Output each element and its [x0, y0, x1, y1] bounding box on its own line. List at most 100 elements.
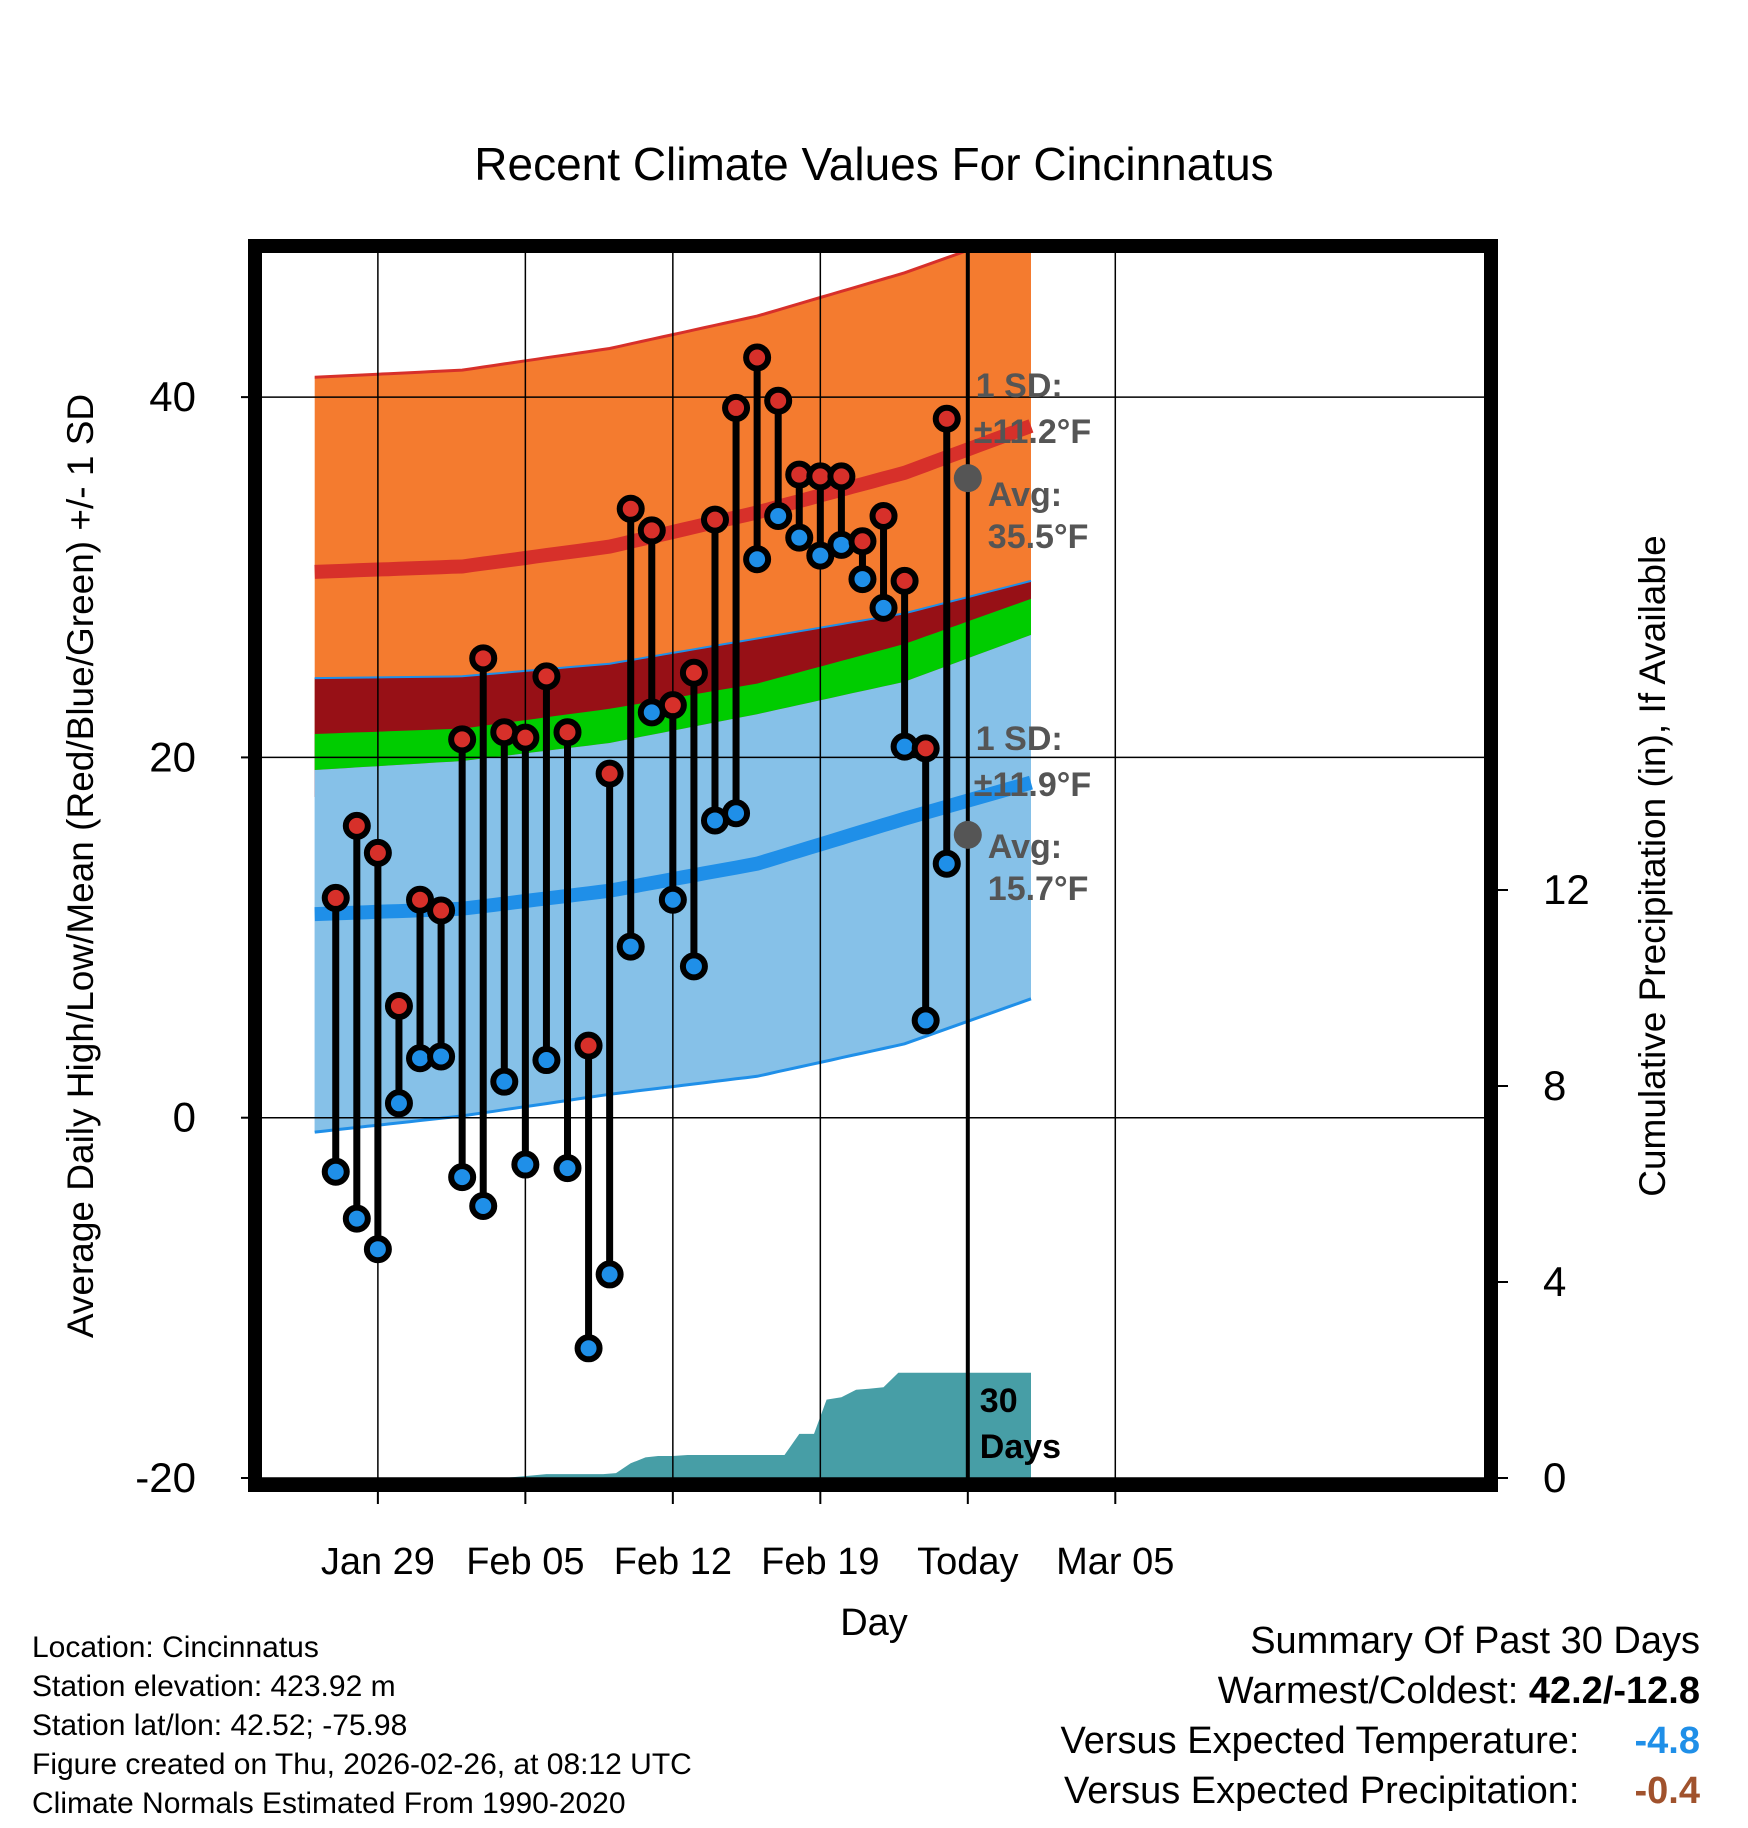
high-point [827, 462, 856, 491]
high-point [700, 505, 729, 534]
low-avg-marker [953, 820, 982, 849]
low-point [574, 1334, 603, 1363]
high-point [911, 734, 940, 763]
x-tick-label: Jan 29 [321, 1541, 435, 1583]
warm-cold-label: Warmest/Coldest: [1217, 1670, 1519, 1712]
window-days-label: Days [980, 1428, 1061, 1466]
low-point [511, 1150, 540, 1179]
x-tick-label: Feb 19 [761, 1541, 879, 1583]
high-point [616, 494, 645, 523]
y2-axis-label: Cumulative Precipitation (in), If Availa… [1632, 535, 1673, 1197]
temp-label: Versus Expected Temperature: [1060, 1720, 1580, 1762]
axes: -20 0 20 40 0 4 8 12 Jan 29 Feb 05 Feb 12 Feb 19 Tod… [135, 373, 1589, 1583]
high-point [932, 404, 961, 433]
summary-panel: Summary Of Past 30 Days Warmest/Coldest:… [900, 1620, 1700, 1820]
low-point [679, 952, 708, 981]
high-point [743, 343, 772, 372]
info-location: Location: Cincinnatus [32, 1631, 319, 1664]
high-point [574, 1031, 603, 1060]
plot-frame [248, 239, 1498, 1492]
y-axis-label: Average Daily High/Low/Mean (Red/Blue/Gr… [60, 394, 101, 1338]
low-sd-label: 1 SD: [976, 720, 1063, 758]
low-sd-value: ±11.9°F [974, 766, 1091, 804]
high-point [764, 386, 793, 415]
warm-cold-value: 42.2/-12.8 [1528, 1670, 1700, 1712]
summary-temp: Versus Expected Temperature: -4.8 [1061, 1720, 1700, 1763]
high-point [321, 883, 350, 912]
high-point [427, 896, 456, 925]
summary-precip: Versus Expected Precipitation: -0.4 [1064, 1770, 1700, 1813]
high-point [637, 516, 666, 545]
temp-value: -4.8 [1634, 1720, 1700, 1762]
low-avg-value: 15.7°F [988, 870, 1089, 908]
high-point [363, 838, 392, 867]
high-point [679, 658, 708, 687]
y2-tick-label: 0 [1543, 1454, 1566, 1501]
info-elevation: Station elevation: 423.92 m [32, 1670, 396, 1703]
y-tick-label: 0 [173, 1094, 196, 1141]
summary-title: Summary Of Past 30 Days [1250, 1620, 1700, 1662]
precip-value: -0.4 [1634, 1770, 1700, 1812]
high-point [469, 644, 498, 673]
precip-area [314, 1372, 1031, 1478]
high-sd-label: 1 SD: [976, 367, 1063, 405]
info-latlon: Station lat/lon: 42.52; -75.98 [32, 1709, 408, 1742]
y2-tick-label: 4 [1543, 1258, 1566, 1305]
low-point [932, 849, 961, 878]
y2-tick-label: 12 [1543, 866, 1590, 913]
high-point [595, 759, 624, 788]
low-point [448, 1163, 477, 1192]
low-point [342, 1204, 371, 1233]
info-normals: Climate Normals Estimated From 1990-2020 [32, 1787, 626, 1820]
high-point [658, 691, 687, 720]
high-point [532, 662, 561, 691]
info-created: Figure created on Thu, 2026-02-26, at 08… [32, 1748, 692, 1781]
low-point [384, 1089, 413, 1118]
x-axis-label: Day [840, 1602, 908, 1644]
high-point [384, 992, 413, 1021]
low-point [595, 1260, 624, 1289]
x-tick-label: Mar 05 [1056, 1541, 1174, 1583]
y-tick-label: 40 [149, 373, 196, 420]
high-point [511, 723, 540, 752]
high-avg-value: 35.5°F [988, 518, 1089, 556]
high-point [342, 811, 371, 840]
window-days-number: 30 [980, 1382, 1018, 1420]
high-point [553, 718, 582, 747]
high-point [890, 566, 919, 595]
daily-range-bars [321, 343, 961, 1363]
low-point [848, 565, 877, 594]
low-point [553, 1154, 582, 1183]
low-point [764, 502, 793, 531]
x-tick-label: Feb 05 [466, 1541, 584, 1583]
low-point [363, 1235, 392, 1264]
y-tick-label: 20 [149, 733, 196, 780]
high-avg-label: Avg: [988, 476, 1062, 514]
high-point [722, 393, 751, 422]
low-point [321, 1157, 350, 1186]
precip-label: Versus Expected Precipitation: [1064, 1770, 1580, 1812]
y2-tick-label: 8 [1543, 1062, 1566, 1109]
station-info: Location: Cincinnatus Station elevation:… [32, 1628, 692, 1823]
x-tick-label: Feb 12 [614, 1541, 732, 1583]
low-point [722, 799, 751, 828]
high-sd-value: ±11.2°F [974, 413, 1091, 451]
low-point [427, 1042, 456, 1071]
annotations: 1 SD: ±11.2°F Avg: 35.5°F 1 SD: ±11.9°F Avg: 15… [953, 367, 1091, 1466]
high-point [448, 725, 477, 754]
high-point [848, 527, 877, 556]
chart-title: Recent Climate Values For Cincinnatus [474, 138, 1273, 190]
high-point [406, 885, 435, 914]
low-avg-label: Avg: [988, 828, 1062, 866]
low-point [490, 1067, 519, 1096]
low-point [911, 1006, 940, 1035]
low-point [658, 885, 687, 914]
high-point [869, 502, 898, 531]
low-point [785, 523, 814, 552]
precipitation-area [314, 1372, 1031, 1478]
low-point [806, 541, 835, 570]
low-point [743, 545, 772, 574]
low-point [532, 1046, 561, 1075]
low-point [616, 932, 645, 961]
